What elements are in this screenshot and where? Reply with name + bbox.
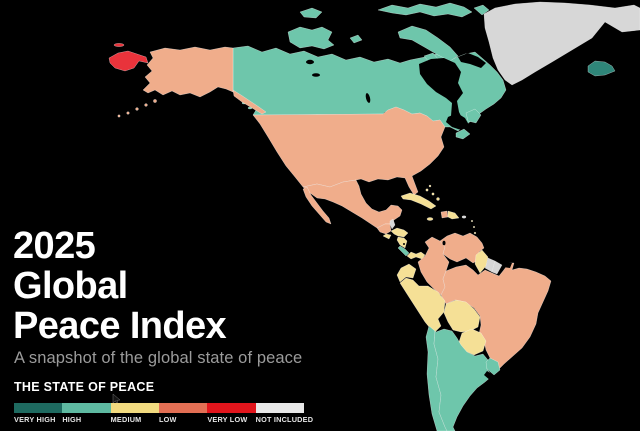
country-el-salvador (382, 233, 392, 240)
country-guatemala (376, 223, 392, 235)
country-argentina (433, 328, 493, 431)
legend-swatch-high (62, 403, 111, 413)
country-russia-chukotka (108, 43, 149, 72)
page-title: 2025 Global Peace Index (13, 225, 227, 347)
legend-color-bar (14, 403, 304, 413)
us-alaska (142, 46, 234, 98)
legend-label-medium: MEDIUM (110, 415, 142, 424)
legend-label-not-included: NOT INCLUDED (255, 415, 314, 424)
hudson-bay (419, 58, 464, 126)
country-iceland (587, 60, 616, 77)
country-panama (406, 251, 426, 260)
country-french-guiana (491, 260, 503, 275)
legend-label-very-low: VERY LOW (207, 415, 248, 424)
great-bear-lake (306, 59, 314, 65)
country-greenland (483, 1, 640, 86)
hudson-strait (458, 53, 486, 68)
legend-heading: THE STATE OF PEACE (14, 380, 155, 394)
legend-swatch-very-low (207, 403, 256, 413)
legend-swatch-medium (110, 403, 159, 413)
canada-nova-scotia (455, 128, 471, 140)
us-alaska-panhandle (232, 89, 267, 115)
legend-swatch-not-included (255, 403, 304, 413)
title-line-1: 2025 (13, 225, 96, 267)
title-line-2: Global (13, 265, 128, 307)
legend-swatch-low (158, 403, 208, 413)
gulf-of-st-lawrence (446, 113, 469, 130)
mexico-mainland (302, 179, 403, 229)
country-suriname (484, 257, 496, 273)
country-united-states (117, 46, 446, 196)
country-uruguay (485, 357, 501, 376)
great-slave-lake (312, 73, 320, 77)
country-belize (389, 218, 396, 230)
country-jamaica (426, 217, 434, 221)
rio-de-la-plata (484, 371, 495, 381)
amazon-mouth (503, 262, 512, 268)
country-ecuador (396, 263, 417, 283)
country-nicaragua (396, 236, 408, 249)
country-bolivia (443, 299, 481, 333)
legend-label-low: LOW (158, 415, 177, 424)
subtitle: A snapshot of the global state of peace (14, 349, 303, 367)
country-dominican-republic (447, 210, 460, 220)
country-brazil (440, 262, 552, 372)
legend-label-high: HIGH (62, 415, 82, 424)
country-costa-rica (397, 245, 410, 257)
country-mexico (302, 179, 403, 229)
canada-newfoundland (465, 108, 482, 124)
legend-labels: VERY HIGH HIGH MEDIUM LOW VERY LOW NOT I… (14, 415, 314, 424)
canada-baffin-island (397, 25, 459, 62)
country-puerto-rico (461, 215, 467, 219)
country-haiti (440, 210, 449, 219)
lake-maracaibo (442, 240, 446, 246)
lake-winnipeg (365, 93, 371, 103)
country-bahamas (425, 184, 440, 201)
lake-nicaragua (403, 243, 405, 245)
country-honduras (390, 227, 409, 238)
country-venezuela (439, 232, 485, 264)
legend-label-very-high: VERY HIGH (14, 415, 56, 424)
mexico-baja (302, 186, 332, 225)
country-guyana (474, 249, 489, 274)
country-cuba (400, 192, 437, 210)
title-line-3: Peace Index (13, 305, 227, 347)
legend-swatch-very-high (14, 403, 63, 413)
canada-arctic-islands (377, 2, 473, 18)
